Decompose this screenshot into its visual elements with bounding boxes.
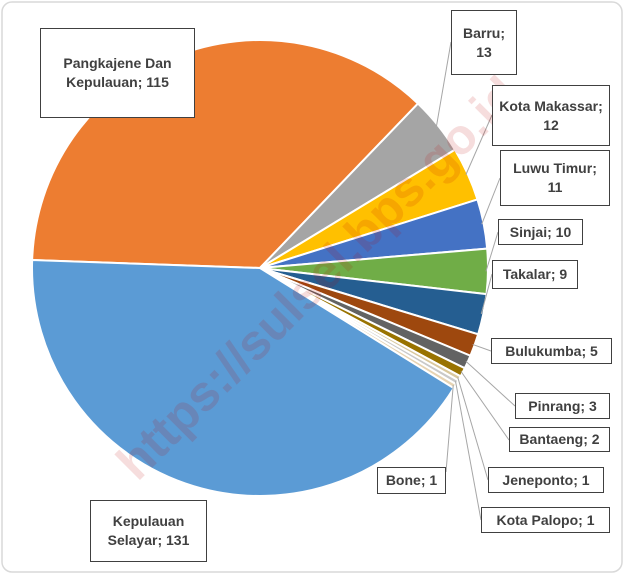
label-category: Bantaeng [519,431,584,448]
data-label: Kota Palopo; 1 [481,507,610,533]
label-category: Jeneponto [502,471,574,488]
data-label-text: Bulukumba; 5 [505,342,598,361]
label-separator: ; [550,266,560,283]
label-category: Kota Makassar [499,97,599,114]
data-label-text: Takalar; 9 [503,265,567,284]
label-category: Kepulauan Selayar [107,513,189,548]
label-separator: ; [578,511,587,528]
label-category: Barru [462,24,501,41]
data-label-text: Sinjai; 10 [510,223,572,242]
label-category: Sinjai [509,223,548,240]
data-label: Jeneponto; 1 [488,467,604,493]
label-separator: ; [137,74,147,90]
data-label-text: Bone; 1 [386,471,437,490]
label-category: Pangkajene Dan Kepulauan [63,55,176,90]
label-value: 10 [555,223,572,240]
label-value: 1 [581,471,590,488]
label-separator: ; [583,431,592,448]
leader-line [457,377,489,481]
data-label-text: Luwu Timur; 11 [507,159,603,197]
leader-line [481,177,501,225]
leader-line [455,381,482,521]
label-separator: ; [420,472,430,489]
data-label-text: Kota Makassar; 12 [499,97,603,135]
data-label: Bulukumba; 5 [491,338,612,364]
label-separator: ; [592,160,601,177]
label-value: 5 [590,342,598,359]
data-label: Kepulauan Selayar; 131 [90,500,207,562]
label-value: 9 [559,266,568,283]
data-label: Sinjai; 10 [498,219,583,245]
label-value: 1 [586,511,595,528]
leader-lines [435,41,516,521]
leader-line [465,114,493,175]
label-category: Luwu Timur [513,160,593,177]
label-category: Takalar [502,266,551,283]
data-label-text: Kepulauan Selayar; 131 [97,512,200,550]
data-label: Bone; 1 [377,467,446,494]
data-label-text: Bantaeng; 2 [519,430,599,449]
label-separator: ; [581,342,590,359]
leader-line [465,360,516,407]
label-separator: ; [500,24,509,41]
leader-line [445,385,454,473]
data-label: Luwu Timur; 11 [500,150,610,206]
data-label: Pangkajene Dan Kepulauan; 115 [40,28,195,118]
leader-line [460,371,510,441]
label-value: 131 [166,532,190,548]
data-label-text: Pangkajene Dan Kepulauan; 115 [47,54,188,92]
data-label: Barru; 13 [451,10,517,75]
leader-line [472,343,492,352]
label-value: 115 [146,74,169,90]
label-separator: ; [547,223,556,240]
label-separator: ; [580,397,589,414]
leader-line [435,41,452,127]
leader-line [480,273,493,315]
data-label: Bantaeng; 2 [509,427,610,452]
pie-slice [31,259,456,497]
label-value: 2 [591,431,600,448]
label-category: Bone [385,472,421,489]
label-category: Pinrang [528,397,581,414]
data-label: Kota Makassar; 12 [492,85,610,146]
slices [31,39,489,497]
data-label: Pinrang; 3 [515,393,610,419]
label-value: 11 [547,179,563,195]
label-separator: ; [573,471,582,488]
label-separator: ; [598,97,607,114]
label-category: Kota Palopo [496,511,579,528]
label-value: 12 [543,116,559,133]
label-separator: ; [157,532,167,548]
label-value: 13 [476,43,492,60]
data-label-text: Pinrang; 3 [528,397,596,416]
label-category: Bulukumba [505,342,582,359]
label-value: 1 [429,472,438,489]
data-label-text: Jeneponto; 1 [502,471,589,490]
data-label-text: Barru; 13 [458,24,510,62]
leader-line [485,231,499,272]
data-label: Takalar; 9 [492,260,578,289]
label-value: 3 [588,397,597,414]
data-label-text: Kota Palopo; 1 [496,511,594,530]
